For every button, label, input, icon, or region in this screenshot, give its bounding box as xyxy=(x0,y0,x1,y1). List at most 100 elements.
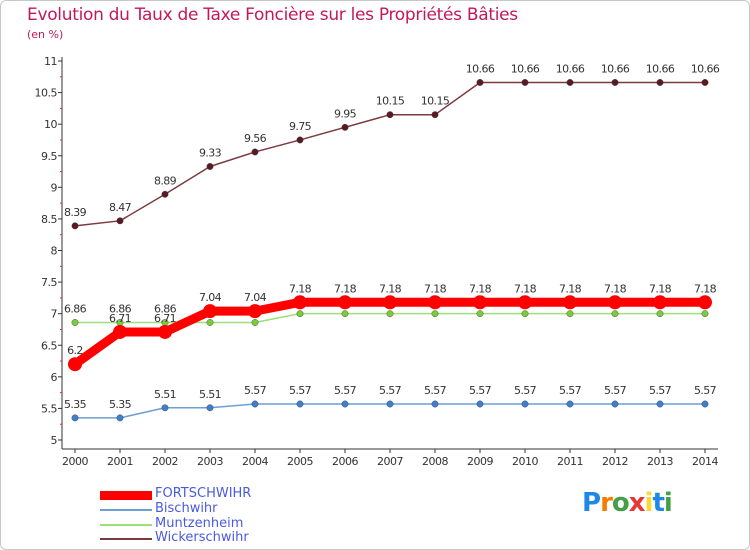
x-tick-label: 2003 xyxy=(197,455,223,468)
data-label: 10.15 xyxy=(421,95,450,108)
data-point xyxy=(296,136,304,144)
data-point xyxy=(158,324,172,339)
data-point xyxy=(566,79,574,86)
x-tick-label: 2010 xyxy=(512,455,538,468)
data-point xyxy=(476,310,484,318)
data-point xyxy=(608,295,622,310)
logo-letter: x xyxy=(628,488,646,518)
data-label: 5.57 xyxy=(379,384,402,397)
data-point xyxy=(521,400,529,408)
data-label: 7.18 xyxy=(514,282,537,295)
data-point xyxy=(428,295,442,310)
legend-swatch xyxy=(100,524,152,526)
y-tick-label: 8 xyxy=(51,245,58,258)
data-label: 5.57 xyxy=(604,384,627,397)
data-point xyxy=(296,310,304,318)
data-label: 5.57 xyxy=(289,384,312,397)
data-point xyxy=(476,400,484,408)
data-label: 5.51 xyxy=(199,388,221,401)
x-tick-label: 2007 xyxy=(377,455,403,468)
y-tick-label: 5.5 xyxy=(41,402,57,415)
data-label: 7.18 xyxy=(604,282,627,295)
y-tick-label: 9.5 xyxy=(41,150,57,163)
data-point xyxy=(206,163,214,170)
logo-letter: i xyxy=(663,488,673,518)
data-label: 9.56 xyxy=(244,132,267,145)
data-point xyxy=(431,111,439,119)
data-point xyxy=(161,404,169,412)
data-label: 9.33 xyxy=(199,146,222,159)
data-point xyxy=(296,400,304,408)
data-point xyxy=(566,400,574,408)
chart-title: Evolution du Taux de Taxe Foncière sur l… xyxy=(27,5,518,25)
data-point xyxy=(251,319,259,326)
data-point xyxy=(701,310,709,318)
data-point xyxy=(701,400,709,408)
data-label: 10.66 xyxy=(466,62,495,75)
data-label: 10.66 xyxy=(691,62,720,75)
data-label: 6.71 xyxy=(109,312,131,325)
data-label: 6.86 xyxy=(154,303,177,316)
y-tick-label: 9 xyxy=(51,181,58,194)
data-label: 9.95 xyxy=(334,107,357,120)
data-point xyxy=(161,190,169,198)
data-label: 7.18 xyxy=(424,282,447,295)
data-point xyxy=(206,404,214,412)
data-label: 7.18 xyxy=(334,282,357,295)
data-point xyxy=(521,79,529,86)
data-point xyxy=(71,319,79,326)
data-point xyxy=(341,310,349,318)
data-point xyxy=(116,414,124,422)
x-tick-label: 2008 xyxy=(422,455,448,468)
y-tick-label: 5 xyxy=(51,434,58,447)
data-label: 5.57 xyxy=(469,384,492,397)
data-label: 10.66 xyxy=(511,62,540,75)
data-label: 10.15 xyxy=(376,95,405,108)
y-tick-label: 6.5 xyxy=(41,339,57,352)
data-label: 6.71 xyxy=(154,312,176,325)
data-label: 5.57 xyxy=(334,384,357,397)
data-label: 8.89 xyxy=(154,174,177,187)
data-point xyxy=(611,310,619,318)
data-label: 6.86 xyxy=(109,303,132,316)
data-label: 10.66 xyxy=(556,62,585,75)
data-label: 5.35 xyxy=(109,398,132,411)
data-label: 5.57 xyxy=(424,384,447,397)
y-tick-label: 10.5 xyxy=(35,87,58,100)
data-point xyxy=(386,310,394,318)
logo-letter: i xyxy=(644,488,654,518)
data-point xyxy=(386,400,394,408)
data-point xyxy=(71,222,79,230)
data-point xyxy=(518,295,532,310)
data-point xyxy=(611,400,619,408)
data-point xyxy=(473,295,487,310)
data-point xyxy=(113,324,127,339)
data-label: 5.35 xyxy=(64,398,87,411)
data-label: 8.39 xyxy=(64,206,87,219)
legend-swatch xyxy=(100,538,152,540)
x-tick-label: 2004 xyxy=(242,455,268,468)
data-label: 7.18 xyxy=(649,282,672,295)
data-label: 7.04 xyxy=(199,291,222,304)
data-label: 5.57 xyxy=(514,384,537,397)
y-tick-label: 7 xyxy=(51,308,58,321)
legend-swatch xyxy=(100,509,152,511)
legend-swatch xyxy=(100,490,152,500)
data-point xyxy=(68,357,82,372)
data-point xyxy=(521,310,529,318)
data-label: 5.57 xyxy=(649,384,672,397)
logo-letter: P xyxy=(582,488,601,518)
data-point xyxy=(206,319,214,326)
x-tick-label: 2001 xyxy=(107,455,133,468)
data-point xyxy=(563,295,577,310)
y-tick-label: 11 xyxy=(44,55,57,68)
chart-subtitle: (en %) xyxy=(27,28,64,41)
data-point xyxy=(656,400,664,408)
data-point xyxy=(701,79,709,86)
data-point xyxy=(203,304,217,319)
data-label: 7.18 xyxy=(469,282,492,295)
logo-letter: t xyxy=(652,488,664,518)
x-tick-label: 2006 xyxy=(332,455,358,468)
data-label: 10.66 xyxy=(601,62,630,75)
